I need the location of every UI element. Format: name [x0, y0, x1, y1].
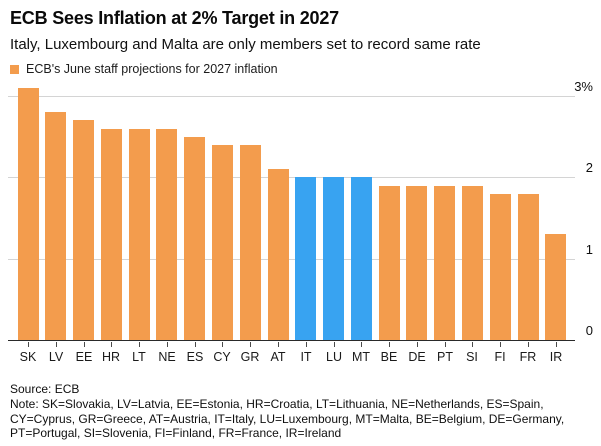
x-tick-ES	[195, 342, 196, 347]
bar-SK	[18, 88, 39, 340]
legend: ECB's June staff projections for 2027 in…	[10, 62, 278, 76]
bar-CY	[212, 145, 233, 340]
bar-SI	[462, 186, 483, 340]
bar-DE	[406, 186, 427, 340]
x-tick-GR	[250, 342, 251, 347]
x-tick-PT	[445, 342, 446, 347]
bar-PT	[434, 186, 455, 340]
x-tick-LU	[334, 342, 335, 347]
x-axis-label-DE: DE	[408, 350, 426, 364]
x-axis-label-MT: MT	[351, 350, 371, 364]
chart-subtitle: Italy, Luxembourg and Malta are only mem…	[10, 36, 481, 53]
bar-LT	[129, 129, 150, 340]
x-axis-label-PT: PT	[437, 350, 453, 364]
x-tick-LV	[56, 342, 57, 347]
x-axis-label-LU: LU	[326, 350, 342, 364]
x-tick-SI	[472, 342, 473, 347]
x-tick-IR	[556, 342, 557, 347]
x-axis-label-SI: SI	[466, 350, 478, 364]
x-axis-label-AT: AT	[270, 350, 286, 364]
x-tick-AT	[278, 342, 279, 347]
bar-LV	[45, 112, 66, 340]
bar-BE	[379, 186, 400, 340]
x-tick-DE	[417, 342, 418, 347]
x-axis-label-IR: IR	[549, 350, 563, 364]
x-tick-LT	[139, 342, 140, 347]
bar-EE	[73, 120, 94, 340]
bar-AT	[268, 169, 289, 340]
x-axis-label-HR: HR	[101, 350, 121, 364]
x-tick-HR	[111, 342, 112, 347]
bar-IR	[545, 234, 566, 340]
x-tick-EE	[84, 342, 85, 347]
bar-LU	[323, 177, 344, 340]
x-axis-label-LT: LT	[132, 350, 146, 364]
x-tick-IT	[306, 342, 307, 347]
legend-swatch-icon	[10, 64, 19, 74]
x-axis-label-FR: FR	[519, 350, 537, 364]
x-axis-label-SK: SK	[19, 350, 37, 364]
y-axis-label-0: 0	[585, 323, 593, 338]
x-axis-label-GR: GR	[240, 350, 260, 364]
gridline-2	[8, 177, 575, 178]
x-axis: SK LV EE HR LT NE ES CY GR AT IT LU MT BE DE PT SI FI FR IR	[8, 341, 593, 369]
x-tick-MT	[361, 342, 362, 347]
gridline-1	[8, 259, 575, 260]
x-tick-CY	[222, 342, 223, 347]
x-tick-BE	[389, 342, 390, 347]
gridline-3	[8, 96, 575, 97]
x-tick-SK	[28, 342, 29, 347]
y-axis-label-1: 1	[585, 242, 593, 257]
x-axis-label-CY: CY	[213, 350, 231, 364]
footer: Source: ECB Note: SK=Slovakia, LV=Latvia…	[10, 382, 595, 441]
x-tick-FR	[528, 342, 529, 347]
y-axis-label-2: 2	[585, 160, 593, 175]
x-axis-label-LV: LV	[48, 350, 64, 364]
bar-IT	[295, 177, 316, 340]
x-axis-label-EE: EE	[75, 350, 93, 364]
x-tick-FI	[500, 342, 501, 347]
bar-HR	[101, 129, 122, 340]
bar-NE	[156, 129, 177, 340]
y-axis-label-3: 3%	[574, 79, 593, 94]
x-axis-label-NE: NE	[158, 350, 176, 364]
x-axis-label-IT: IT	[300, 350, 312, 364]
bar-chart-plot: 0 1 2 3%	[8, 79, 593, 341]
x-axis-baseline	[8, 340, 575, 341]
x-tick-NE	[167, 342, 168, 347]
bar-MT	[351, 177, 372, 340]
bar-GR	[240, 145, 261, 340]
x-axis-label-ES: ES	[186, 350, 204, 364]
chart-title: ECB Sees Inflation at 2% Target in 2027	[10, 8, 339, 28]
bar-ES	[184, 137, 205, 340]
x-axis-label-BE: BE	[380, 350, 398, 364]
legend-label: ECB's June staff projections for 2027 in…	[26, 62, 278, 76]
x-axis-label-FI: FI	[494, 350, 506, 364]
source-text: Source: ECB	[10, 382, 80, 396]
bar-FI	[490, 194, 511, 340]
note-text: Note: SK=Slovakia, LV=Latvia, EE=Estonia…	[10, 397, 565, 441]
bar-FR	[518, 194, 539, 340]
